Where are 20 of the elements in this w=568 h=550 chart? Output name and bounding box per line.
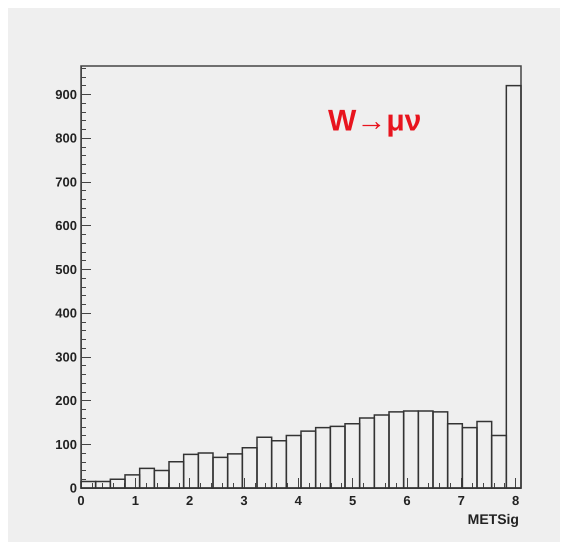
annotation: W→μν	[328, 104, 422, 138]
y-tick-label: 700	[55, 174, 77, 190]
x-tick-label: 4	[294, 493, 303, 508]
y-tick-label: 500	[55, 262, 77, 277]
y-tick-label: 800	[55, 130, 77, 146]
y-tick-label: 300	[55, 349, 77, 364]
x-tick-label: 8	[512, 493, 520, 508]
y-tick-label: 100	[55, 436, 77, 452]
x-axis-title: METSig	[468, 511, 519, 527]
x-tick-label: 2	[186, 493, 194, 508]
y-tick-label: 0	[70, 480, 77, 496]
x-tick-label: 3	[240, 493, 248, 508]
x-tick-label: 1	[132, 493, 139, 508]
y-tick-label: 600	[55, 218, 77, 234]
x-tick-label: 7	[458, 493, 465, 508]
y-tick-label: 200	[55, 393, 77, 408]
y-tick-label: 900	[55, 86, 77, 102]
y-tick-label: 400	[55, 306, 77, 321]
x-tick-label: 5	[348, 493, 356, 508]
x-tick-label: 6	[403, 493, 411, 508]
